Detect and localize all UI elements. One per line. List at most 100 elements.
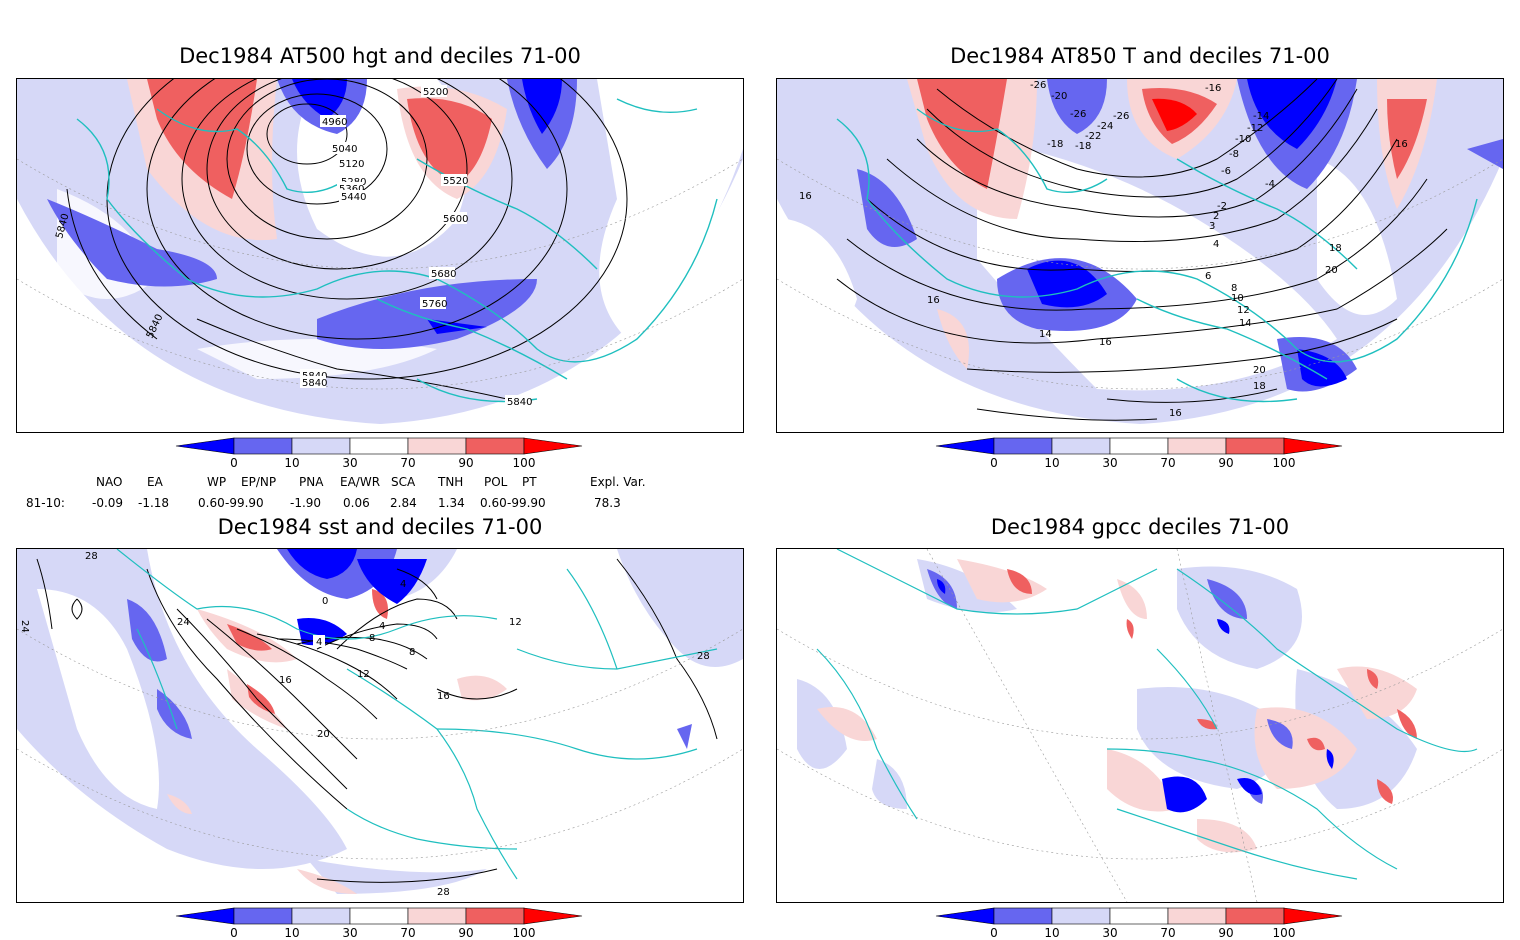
contour-label: 14 [1239,318,1252,329]
contour-label: 28 [437,887,450,898]
contour-label: -18 [1075,141,1091,152]
index-value: 2.84 [390,496,417,510]
colorbar-hgt500: 0 10 30 70 90 100 [175,437,583,470]
index-value: 0.06 [343,496,370,510]
map-panel-sst: 28 24 24 0 4 4 8 12 16 16 20 28 4 8 12 2… [16,548,744,903]
contour-label: -22 [1085,131,1101,142]
map-panel-t850: -26 -26 -26 -24 -22 -20 -18 -18 -16 -14 … [776,78,1504,433]
contour-label: 18 [1329,243,1342,254]
colorbar-tick: 10 [1044,926,1059,940]
map-sst: 28 24 24 0 4 4 8 12 16 16 20 28 4 8 12 2… [17,549,743,898]
contour-label: 5760 [422,299,447,310]
colorbar-tick: 30 [1102,456,1117,470]
index-header: EA [147,475,163,489]
index-header: Expl. Var. [590,475,646,489]
panel-title-gpcc: Dec1984 gpcc deciles 71-00 [990,515,1290,539]
map-gpcc [777,549,1503,902]
contour-label: 28 [697,651,710,662]
contour-label: 5840 [507,397,532,408]
colorbar-tick: 100 [1273,926,1296,940]
colorbar-tick: 10 [284,926,299,940]
contour-label: 4 [1213,239,1219,250]
contour-label: 24 [19,620,30,633]
contour-label: 16 [799,191,812,202]
contour-label: -20 [1051,91,1067,102]
contour-label: 20 [1325,265,1338,276]
index-header: TNH [438,475,464,489]
index-header: PNA [299,475,324,489]
colorbar-tick: 10 [284,456,299,470]
contour-label: 8 [369,633,375,644]
index-header: NAO [96,475,123,489]
colorbar-tick: 30 [1102,926,1117,940]
contour-label: 12 [357,669,370,680]
contour-label: 16 [279,675,292,686]
index-header: PT [522,475,537,489]
contour-label: -6 [1221,166,1231,177]
contour-label: 16 [927,295,940,306]
contour-label: 5680 [431,269,456,280]
colorbar-tick: 90 [458,926,473,940]
colorbar-tick: 70 [400,926,415,940]
index-header: EA/WR [340,475,381,489]
contour-label: 16 [437,691,450,702]
colorbar-sst: 0 10 30 70 90 100 [175,907,583,940]
colorbar-tick: 100 [513,926,536,940]
colorbar-tick: 90 [1218,456,1233,470]
contour-label: 4 [400,579,406,590]
contour-label: 2 [1213,211,1219,222]
contour-label: 16 [1395,139,1408,150]
colorbar-tick: 90 [1218,926,1233,940]
contour-label: 14 [1039,329,1052,340]
contour-label: -10 [1235,134,1251,145]
contour-label: -26 [1030,80,1046,91]
index-value: -99.90 [507,496,546,510]
colorbar-tick: 10 [1044,456,1059,470]
map-panel-gpcc [776,548,1504,903]
index-header: POL [484,475,508,489]
contour-label: 5600 [443,214,468,225]
index-value: -1.90 [290,496,322,510]
contour-label: 6 [1205,271,1211,282]
contour-label: -14 [1253,111,1269,122]
map-hgt500: 4960 5040 5120 5200 5280 5360 5440 5520 … [17,79,743,424]
colorbar-tick: 0 [990,456,998,470]
contour-label: -24 [1097,121,1113,132]
colorbar-tick: 70 [1160,456,1175,470]
contour-label: 0 [322,596,328,607]
colorbar-tick: 70 [1160,926,1175,940]
contour-label: -2 [1217,201,1227,212]
contour-label: 5120 [339,159,364,170]
contour-label: 4 [316,637,322,648]
indices-table: NAO EA WP EP/NP PNA EA/WR SCA TNH POL PT… [20,475,720,511]
index-value: -99.90 [225,496,264,510]
contour-label: 18 [1253,381,1266,392]
contour-label: 8 [409,647,415,658]
panel-title-hgt500: Dec1984 AT500 hgt and deciles 71-00 [179,44,581,68]
contour-label: 20 [1253,365,1266,376]
contour-label: 5520 [443,176,468,187]
contour-label: 5200 [423,87,448,98]
contour-label: 3 [1209,221,1215,232]
contour-label: 5840 [302,378,327,389]
colorbar-tick: 100 [1273,456,1296,470]
panel-title-sst: Dec1984 sst and deciles 71-00 [217,515,543,539]
index-value: 0.60 [480,496,507,510]
contour-label: 8 [1231,283,1237,294]
colorbar-tick: 90 [458,456,473,470]
colorbar-tick: 30 [342,456,357,470]
colorbar-tick: 0 [230,456,238,470]
index-value: 1.34 [438,496,465,510]
contour-label: -26 [1070,109,1086,120]
contour-label: 12 [509,617,522,628]
contour-label: 16 [1099,337,1112,348]
contour-label: 28 [85,551,98,562]
colorbar-gpcc: 0 10 30 70 90 100 [935,907,1343,940]
colorbar-tick: 30 [342,926,357,940]
contour-label: -18 [1047,139,1063,150]
contour-label: 5360 [339,184,364,195]
index-value: 0.60 [198,496,225,510]
colorbar-tick: 70 [400,456,415,470]
contour-label: 16 [1169,408,1182,419]
contour-label: 4960 [322,117,347,128]
